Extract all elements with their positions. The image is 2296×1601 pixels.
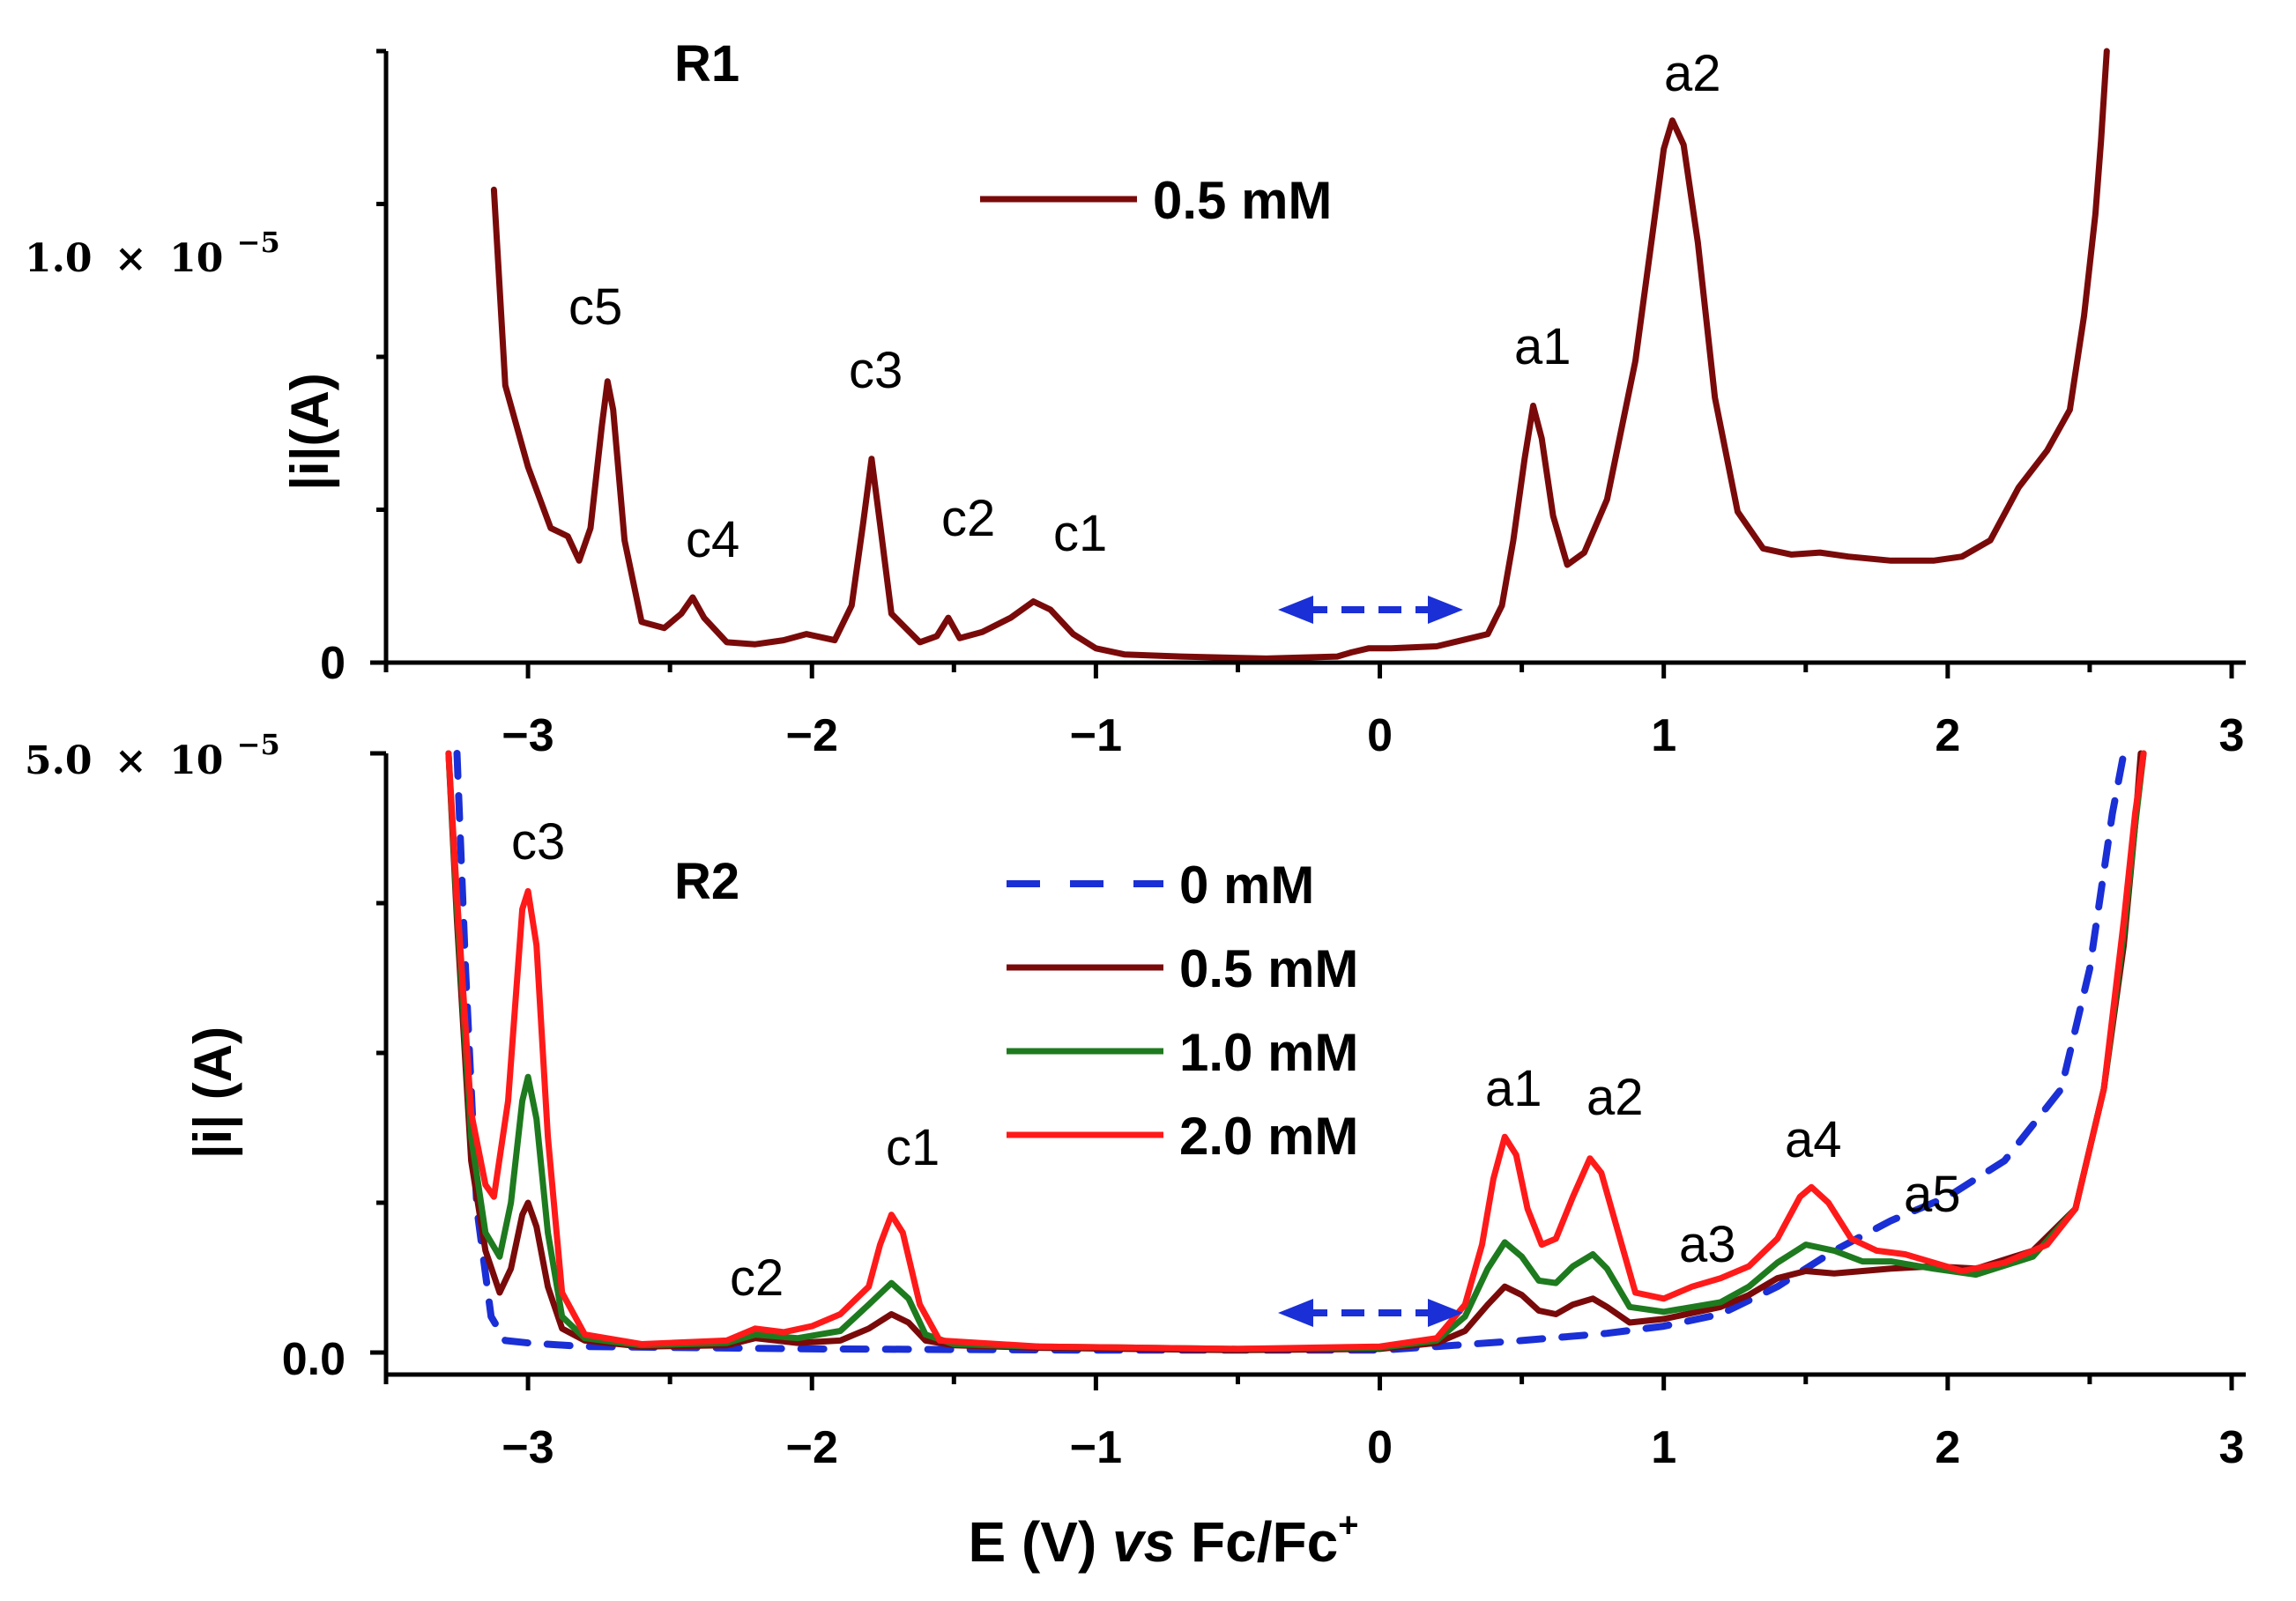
r1-xtick-label: −1 [1070, 710, 1122, 761]
r1-peak-labels: c5 c4 c3 c2 c1 a1 a2 [568, 45, 1721, 568]
r2-series-1.0mm [445, 750, 2147, 1353]
r2-ytick-exponent: −5 [237, 728, 280, 761]
r2-xtick-label: −1 [1070, 1422, 1122, 1473]
r1-x-ticks [383, 663, 2234, 678]
r1-xtick-label: 3 [2219, 710, 2245, 761]
r2-xtick-label: 3 [2219, 1422, 2245, 1473]
r2-peak-c1: c1 [886, 1119, 940, 1176]
r1-ytick-exponent: −5 [237, 226, 280, 259]
r1-arrow-head-right [1428, 596, 1463, 624]
r2-legend-label-1.0mM: 1.0 mM [1179, 1023, 1358, 1082]
r2-peak-a1: a1 [1485, 1060, 1542, 1117]
x-axis-title-part1: E (V) [968, 1510, 1112, 1574]
r2-legend: 0 mM 0.5 mM 1.0 mM 2.0 mM [1007, 856, 1358, 1166]
x-axis-title-sup: + [1338, 1506, 1358, 1545]
r2-peak-c3: c3 [511, 813, 565, 871]
r2-ytick-base: 10 [169, 738, 223, 783]
r2-peak-a5: a5 [1904, 1166, 1961, 1223]
r1-peak-c3: c3 [849, 342, 903, 399]
r1-scan-direction-arrow [1278, 596, 1463, 624]
r2-x-ticks [383, 1375, 2234, 1390]
r2-scan-direction-arrow [1278, 1299, 1463, 1327]
panel-r2: −3 −2 −1 0 1 2 3 −3 −2 −1 0 1 2 3 0.0 5.0 × 10 −5 |i… [25, 710, 2246, 1574]
r2-curves [445, 750, 2147, 1354]
r1-arrow-head-left [1278, 596, 1313, 624]
r1-series-0.5mm [490, 48, 2110, 662]
r2-peak-a2: a2 [1586, 1069, 1644, 1126]
r2-ytick-mantissa: 5.0 [25, 738, 93, 783]
r2-series-2.0mm [445, 750, 2147, 1353]
r1-ytick-label-1e-5: 1.0 × 10 −5 [25, 226, 280, 281]
r2-xtick-label: 1 [1651, 1422, 1676, 1473]
r2-legend-label-0.5mM: 0.5 mM [1179, 939, 1358, 998]
r1-x-tick-labels: −3 −2 −1 0 1 2 3 [502, 710, 2244, 761]
r2-xtick-label: 2 [1935, 1422, 1960, 1473]
r2-peak-c2: c2 [730, 1249, 784, 1307]
r1-panel-label: R1 [674, 35, 739, 93]
r1-y-axis-title: |i|(A) [280, 373, 340, 491]
r2-y-axis-title: |i| (A) [183, 1027, 243, 1159]
r1-legend: 0.5 mM [980, 171, 1332, 230]
r1-peak-c1: c1 [1053, 505, 1107, 562]
x-axis-title-vs: vs [1112, 1510, 1175, 1574]
r2-peak-labels: c3 c2 c1 a1 a2 a3 a4 a5 [511, 813, 1961, 1307]
r2-xtick-label: 0 [1367, 1422, 1393, 1473]
r1-ytick-label-0: 0 [320, 638, 346, 689]
r1-peak-a2: a2 [1664, 45, 1721, 102]
r1-peak-c4: c4 [686, 511, 739, 568]
r1-xtick-label: 0 [1367, 710, 1393, 761]
x-axis-title: E (V) vs Fc/Fc+ [968, 1506, 1358, 1574]
r2-xtick-label: −3 [502, 1422, 554, 1473]
panel-r1: 0 1.0 × 10 −5 |i|(A) R1 0.5 mM c5 c4 c3 … [25, 35, 2246, 689]
r2-ytick-label-0: 0.0 [282, 1334, 346, 1385]
r1-legend-label-0.5mM: 0.5 mM [1153, 171, 1332, 230]
r2-peak-a4: a4 [1785, 1111, 1842, 1168]
r1-peak-c5: c5 [568, 278, 622, 336]
r1-xtick-label: 2 [1935, 710, 1960, 761]
r2-xtick-label: −2 [786, 1422, 838, 1473]
r1-y-ticks [370, 48, 386, 665]
x-axis-title-part2: Fc/Fc [1175, 1510, 1338, 1574]
r2-panel-label: R2 [674, 853, 739, 910]
r1-ytick-times: × [115, 236, 147, 281]
r1-curves [490, 48, 2110, 662]
r2-peak-a3: a3 [1679, 1216, 1736, 1273]
r1-xtick-label: −3 [502, 710, 554, 761]
r2-ytick-times: × [115, 738, 147, 783]
r2-y-ticks [370, 751, 386, 1355]
r2-arrow-head-left [1278, 1299, 1313, 1327]
r1-xtick-label: 1 [1651, 710, 1676, 761]
r1-xtick-label: −2 [786, 710, 838, 761]
r1-peak-a1: a1 [1514, 318, 1572, 375]
r2-legend-label-2.0mM: 2.0 mM [1179, 1107, 1358, 1166]
r2-series-0mm [453, 750, 2128, 1354]
r2-legend-label-0mM: 0 mM [1179, 856, 1314, 915]
r1-ytick-mantissa: 1.0 [25, 236, 93, 281]
r1-ytick-base: 10 [169, 236, 223, 281]
r2-ytick-label-5e-5: 5.0 × 10 −5 [25, 728, 280, 783]
r2-x-tick-labels: −3 −2 −1 0 1 2 3 [502, 1422, 2244, 1473]
r2-arrow-head-right [1428, 1299, 1463, 1327]
r1-peak-c2: c2 [941, 490, 995, 547]
